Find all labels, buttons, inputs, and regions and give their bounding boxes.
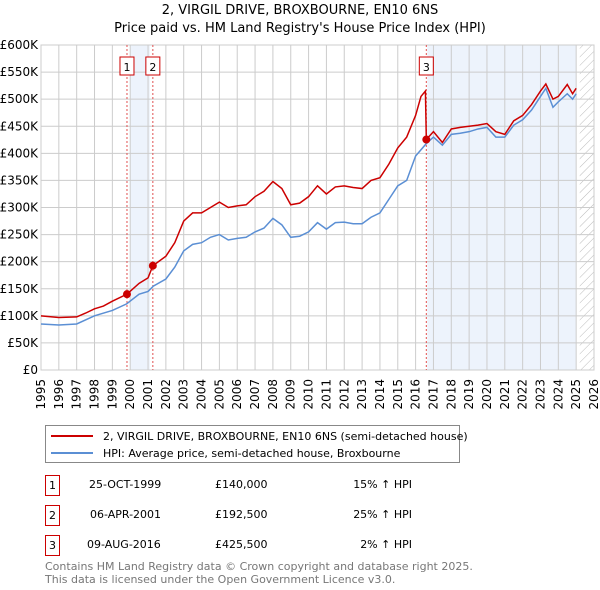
sale-label-box — [119, 56, 135, 76]
legend-property: 2, VIRGIL DRIVE, BROXBOURNE, EN10 6NS (s… — [103, 429, 468, 443]
plot-border — [40, 44, 595, 371]
legend: 2, VIRGIL DRIVE, BROXBOURNE, EN10 6NS (s… — [45, 425, 468, 463]
sale-badge: 3 — [45, 535, 60, 556]
x-tick-label: 2014 — [373, 379, 387, 410]
sale-row: 1 25-OCT-1999 £140,000 15% ↑ HPI — [45, 475, 445, 496]
x-tick-label: 2008 — [266, 379, 280, 410]
sale-label: 1 — [123, 61, 130, 74]
x-tick-label: 1998 — [88, 379, 102, 410]
footer: Contains HM Land Registry data © Crown c… — [45, 560, 473, 586]
sale-price: £140,000 — [215, 478, 268, 491]
y-tick-label: £600K — [0, 38, 39, 52]
legend-hpi: HPI: Average price, semi-detached house,… — [103, 446, 401, 460]
x-tick-label: 2001 — [141, 379, 155, 410]
y-tick-label: £50K — [7, 336, 39, 350]
x-tick-label: 2002 — [159, 379, 173, 410]
sale-date: 09-AUG-2016 — [87, 538, 161, 551]
footer-line2: This data is licensed under the Open Gov… — [45, 573, 396, 586]
x-tick-label: 2024 — [551, 379, 565, 410]
x-tick-label: 2007 — [248, 379, 262, 410]
x-tick-label: 2006 — [230, 379, 244, 410]
sale-badge: 1 — [45, 475, 60, 496]
y-tick-label: £450K — [0, 119, 39, 133]
sale-label-box — [418, 56, 434, 76]
y-tick-label: £200K — [0, 255, 39, 269]
price-chart: 1995 1996 1997 1998 1999 2000 2001 2002 2003 2004… — [0, 38, 600, 410]
sale-price: £425,500 — [215, 538, 268, 551]
x-tick-label: 2011 — [319, 379, 333, 410]
sale-price: £192,500 — [215, 508, 268, 521]
x-tick-label: 1997 — [70, 379, 84, 410]
x-tick-label: 2018 — [444, 379, 458, 410]
x-tick-label: 2016 — [409, 379, 423, 410]
x-tick-label: 2010 — [302, 379, 316, 410]
y-tick-label: £0 — [23, 363, 38, 377]
sale-point — [148, 261, 157, 270]
chart-subtitle: Price paid vs. HM Land Registry's House … — [114, 21, 486, 36]
sale-date: 06-APR-2001 — [90, 508, 162, 521]
x-tick-label: 1996 — [52, 379, 66, 410]
sale-date: 25-OCT-1999 — [89, 478, 162, 491]
y-tick-label: £100K — [0, 309, 39, 323]
footer-line1: Contains HM Land Registry data © Crown c… — [45, 560, 473, 573]
x-tick-label: 2004 — [195, 379, 209, 410]
legend-red-line — [51, 435, 93, 437]
y-tick-label: £550K — [0, 65, 39, 79]
x-tick-label: 2003 — [177, 379, 191, 410]
x-tick-label: 2026 — [587, 379, 600, 410]
x-tick-label: 2021 — [498, 379, 512, 410]
chart-title: 2, VIRGIL DRIVE, BROXBOURNE, EN10 6NS — [161, 3, 439, 18]
y-tick-label: £150K — [0, 282, 39, 296]
sale-point — [122, 290, 131, 299]
sale-hpi: 2% ↑ HPI — [360, 538, 412, 551]
y-tick-label: £400K — [0, 146, 39, 160]
x-tick-label: 2012 — [337, 379, 351, 410]
sale-hpi: 15% ↑ HPI — [353, 478, 412, 491]
sale-label: 3 — [423, 61, 430, 74]
x-tick-label: 1995 — [34, 379, 48, 410]
x-tick-label: 1999 — [105, 379, 119, 410]
sale-row: 2 06-APR-2001 £192,500 25% ↑ HPI — [45, 505, 445, 526]
sale-badge: 2 — [45, 505, 60, 526]
y-tick-label: £300K — [0, 201, 39, 215]
sale-label: 2 — [149, 61, 156, 74]
sale-point — [422, 135, 431, 144]
x-tick-label: 2019 — [462, 379, 476, 410]
sale-row: 3 09-AUG-2016 £425,500 2% ↑ HPI — [45, 535, 445, 556]
x-tick-label: 2000 — [123, 379, 137, 410]
sale-label-box — [145, 56, 161, 76]
x-tick-label: 2020 — [480, 379, 494, 410]
series-line — [40, 86, 577, 326]
x-tick-label: 2023 — [533, 379, 547, 410]
sale-hpi: 25% ↑ HPI — [353, 508, 412, 521]
y-tick-label: £500K — [0, 92, 39, 106]
y-tick-label: £250K — [0, 228, 39, 242]
x-tick-label: 2013 — [355, 379, 369, 410]
x-tick-label: 2009 — [284, 379, 298, 410]
x-tick-label: 2015 — [391, 379, 405, 410]
y-tick-label: £350K — [0, 173, 39, 187]
x-tick-label: 2022 — [516, 379, 530, 410]
x-tick-label: 2025 — [569, 379, 583, 410]
x-tick-label: 2017 — [426, 379, 440, 410]
x-tick-label: 2005 — [212, 379, 226, 410]
legend-blue-line — [51, 452, 93, 454]
